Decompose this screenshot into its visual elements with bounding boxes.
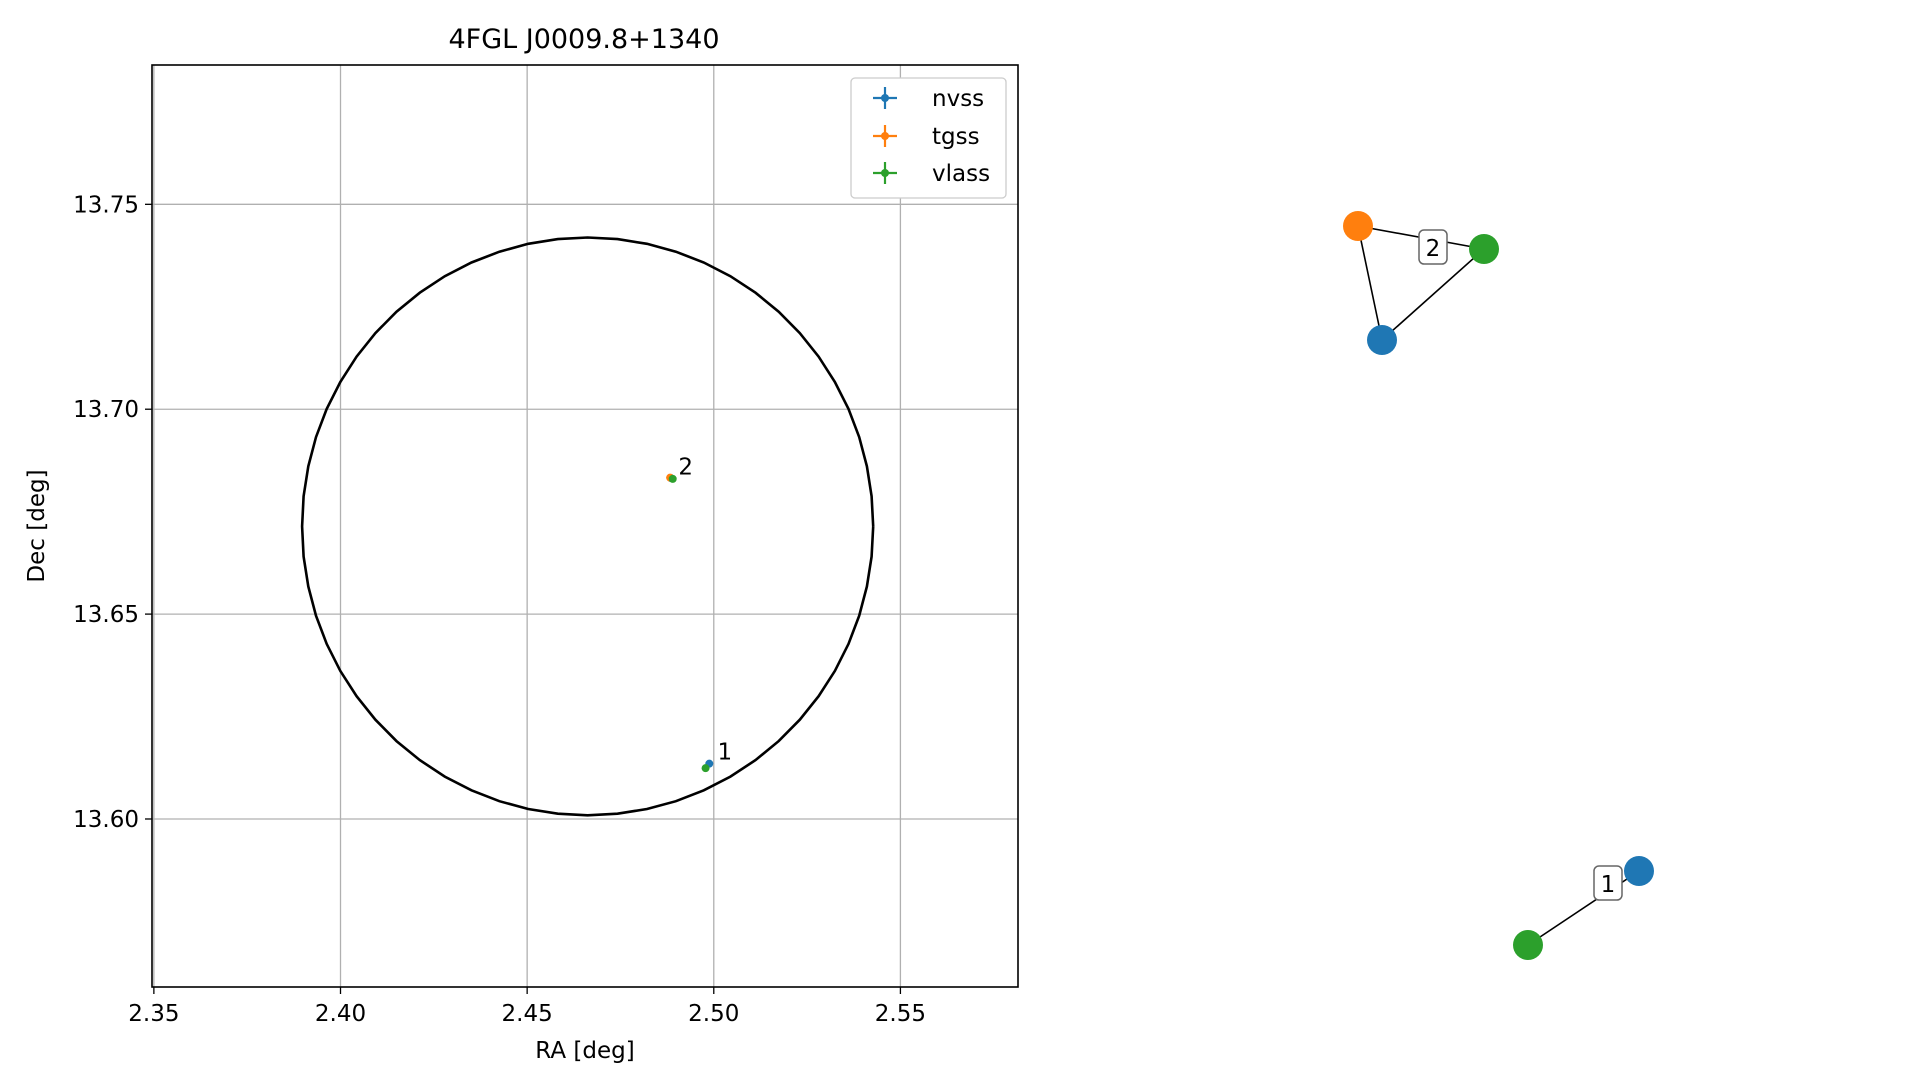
- cluster-2: 2: [1343, 211, 1499, 355]
- cluster-1: 1: [1513, 856, 1654, 960]
- grid: [152, 65, 1018, 987]
- error-circle: [300, 236, 875, 817]
- edge-nvss-vlass: [1381, 248, 1485, 341]
- association-network-graph: 2 1: [1343, 211, 1654, 960]
- cluster-label-1: 1: [1601, 872, 1616, 898]
- x-axis-ticks: 2.35 2.40 2.45 2.50 2.55: [128, 987, 926, 1027]
- node-nvss: [1624, 856, 1654, 886]
- legend-marker-tgss: [873, 125, 897, 147]
- edge-tgss-nvss: [1357, 225, 1383, 341]
- y-axis-ticks: 13.60 13.65 13.70 13.75: [73, 192, 152, 833]
- cluster-label-box-1: [1593, 865, 1623, 901]
- point-vlass-1: [668, 474, 677, 483]
- point-labels: 12: [678, 455, 732, 766]
- point-label-2: 2: [678, 455, 693, 481]
- node-vlass: [1513, 930, 1543, 960]
- marker: [668, 474, 677, 483]
- legend-dot: [881, 132, 889, 140]
- legend-label-nvss: nvss: [932, 86, 984, 112]
- plot-title: 4FGL J0009.8+1340: [448, 24, 719, 55]
- legend-marker-vlass: [873, 162, 897, 184]
- legend-marker-nvss: [873, 87, 897, 109]
- legend-entry-vlass: vlass: [873, 161, 990, 187]
- point-label-1: 1: [718, 739, 733, 765]
- marker: [701, 764, 710, 773]
- y-tick-label-2: 13.70: [73, 397, 139, 423]
- x-tick-label-3: 2.50: [688, 1001, 739, 1027]
- cluster-label-2: 2: [1426, 236, 1441, 262]
- sky-position-plot: 4FGL J0009.8+1340 12 2.35 2.40 2.45 2.50 2.5…: [24, 24, 1019, 1064]
- legend-entry-tgss: tgss: [873, 124, 980, 150]
- cluster-label-box-2: [1418, 229, 1448, 265]
- axes-frame: [151, 64, 1019, 988]
- y-tick-label-1: 13.65: [73, 602, 139, 628]
- point-vlass-0: [701, 764, 710, 773]
- node-nvss: [1367, 325, 1397, 355]
- x-tick-label-4: 2.55: [875, 1001, 926, 1027]
- x-tick-label-2: 2.45: [502, 1001, 553, 1027]
- x-tick-label-1: 2.40: [315, 1001, 366, 1027]
- legend-label-tgss: tgss: [932, 124, 980, 150]
- legend: nvss tgss vlass: [850, 77, 1007, 199]
- legend-dot: [881, 94, 889, 102]
- data-points: [666, 473, 714, 773]
- x-tick-label-0: 2.35: [128, 1001, 179, 1027]
- y-axis-label: Dec [deg]: [24, 469, 50, 582]
- y-tick-label-0: 13.60: [73, 807, 139, 833]
- legend-entry-nvss: nvss: [873, 86, 984, 112]
- x-axis-label: RA [deg]: [535, 1038, 634, 1064]
- node-vlass: [1469, 234, 1499, 264]
- legend-label-vlass: vlass: [932, 161, 990, 187]
- legend-box: [850, 77, 1007, 199]
- y-tick-label-3: 13.75: [73, 192, 139, 218]
- legend-dot: [881, 169, 889, 177]
- node-tgss: [1343, 211, 1373, 241]
- error-circle-layer: [300, 236, 875, 817]
